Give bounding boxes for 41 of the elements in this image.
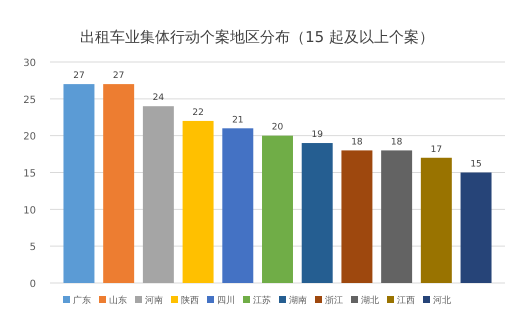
bar <box>302 143 333 283</box>
data-label: 15 <box>470 160 482 170</box>
y-tick-label: 0 <box>30 279 36 290</box>
y-tick-label: 20 <box>23 132 36 143</box>
y-tick-label: 15 <box>23 168 36 180</box>
legend-label: 湖北 <box>361 295 379 306</box>
legend-label: 陕西 <box>181 295 199 306</box>
data-label: 22 <box>192 108 204 118</box>
data-label: 21 <box>232 115 244 126</box>
chart-title: 出租车业集体行动个案地区分布（15 起及以上个案） <box>80 28 434 46</box>
legend-label: 浙江 <box>325 295 343 306</box>
data-label: 27 <box>112 71 124 82</box>
data-label: 18 <box>351 137 363 148</box>
bar <box>222 128 254 283</box>
bar <box>142 106 174 283</box>
bar <box>103 84 134 283</box>
legend-label: 江苏 <box>253 295 271 306</box>
data-label: 19 <box>311 130 324 140</box>
legend-label: 山东 <box>109 295 127 306</box>
bar <box>381 150 412 283</box>
legend-label: 四川 <box>217 295 235 306</box>
data-label: 17 <box>430 144 442 155</box>
data-label: 18 <box>390 137 403 148</box>
bar <box>420 158 452 283</box>
bar <box>182 120 214 283</box>
legend-label: 江西 <box>397 295 415 306</box>
legend-label: 湖南 <box>289 295 307 306</box>
bar <box>262 136 293 283</box>
data-label: 24 <box>152 93 164 104</box>
legend-label: 河南 <box>145 295 163 306</box>
y-tick-label: 5 <box>30 242 36 254</box>
data-label: 27 <box>73 71 85 82</box>
bar <box>460 172 492 283</box>
bar <box>63 84 94 283</box>
data-label: 20 <box>272 122 284 133</box>
legend-label: 河北 <box>433 295 451 306</box>
legend-label: 广东 <box>73 295 91 306</box>
y-tick-label: 10 <box>23 205 36 216</box>
bar <box>341 150 372 283</box>
y-tick-label: 25 <box>23 94 36 106</box>
y-tick-label: 30 <box>23 58 36 69</box>
